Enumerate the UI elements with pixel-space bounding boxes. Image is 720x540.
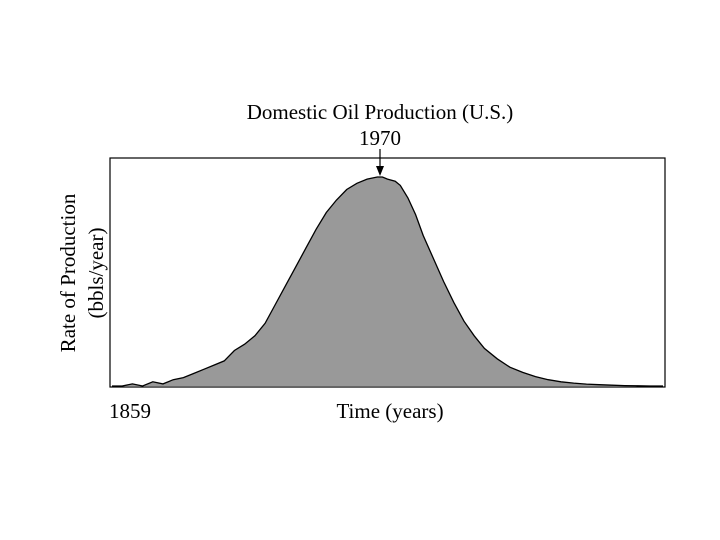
y-axis-label-line2: (bbls/year): [84, 228, 108, 319]
production-area: [112, 177, 663, 386]
production-curve: [112, 176, 663, 387]
y-axis-label-line1: Rate of Production: [56, 193, 80, 352]
chart-title: Domestic Oil Production (U.S.): [247, 100, 514, 124]
x-start-label: 1859: [109, 399, 151, 423]
peak-year-label: 1970: [359, 126, 401, 150]
x-axis-label: Time (years): [336, 399, 443, 423]
peak-arrow-icon: [376, 149, 384, 176]
